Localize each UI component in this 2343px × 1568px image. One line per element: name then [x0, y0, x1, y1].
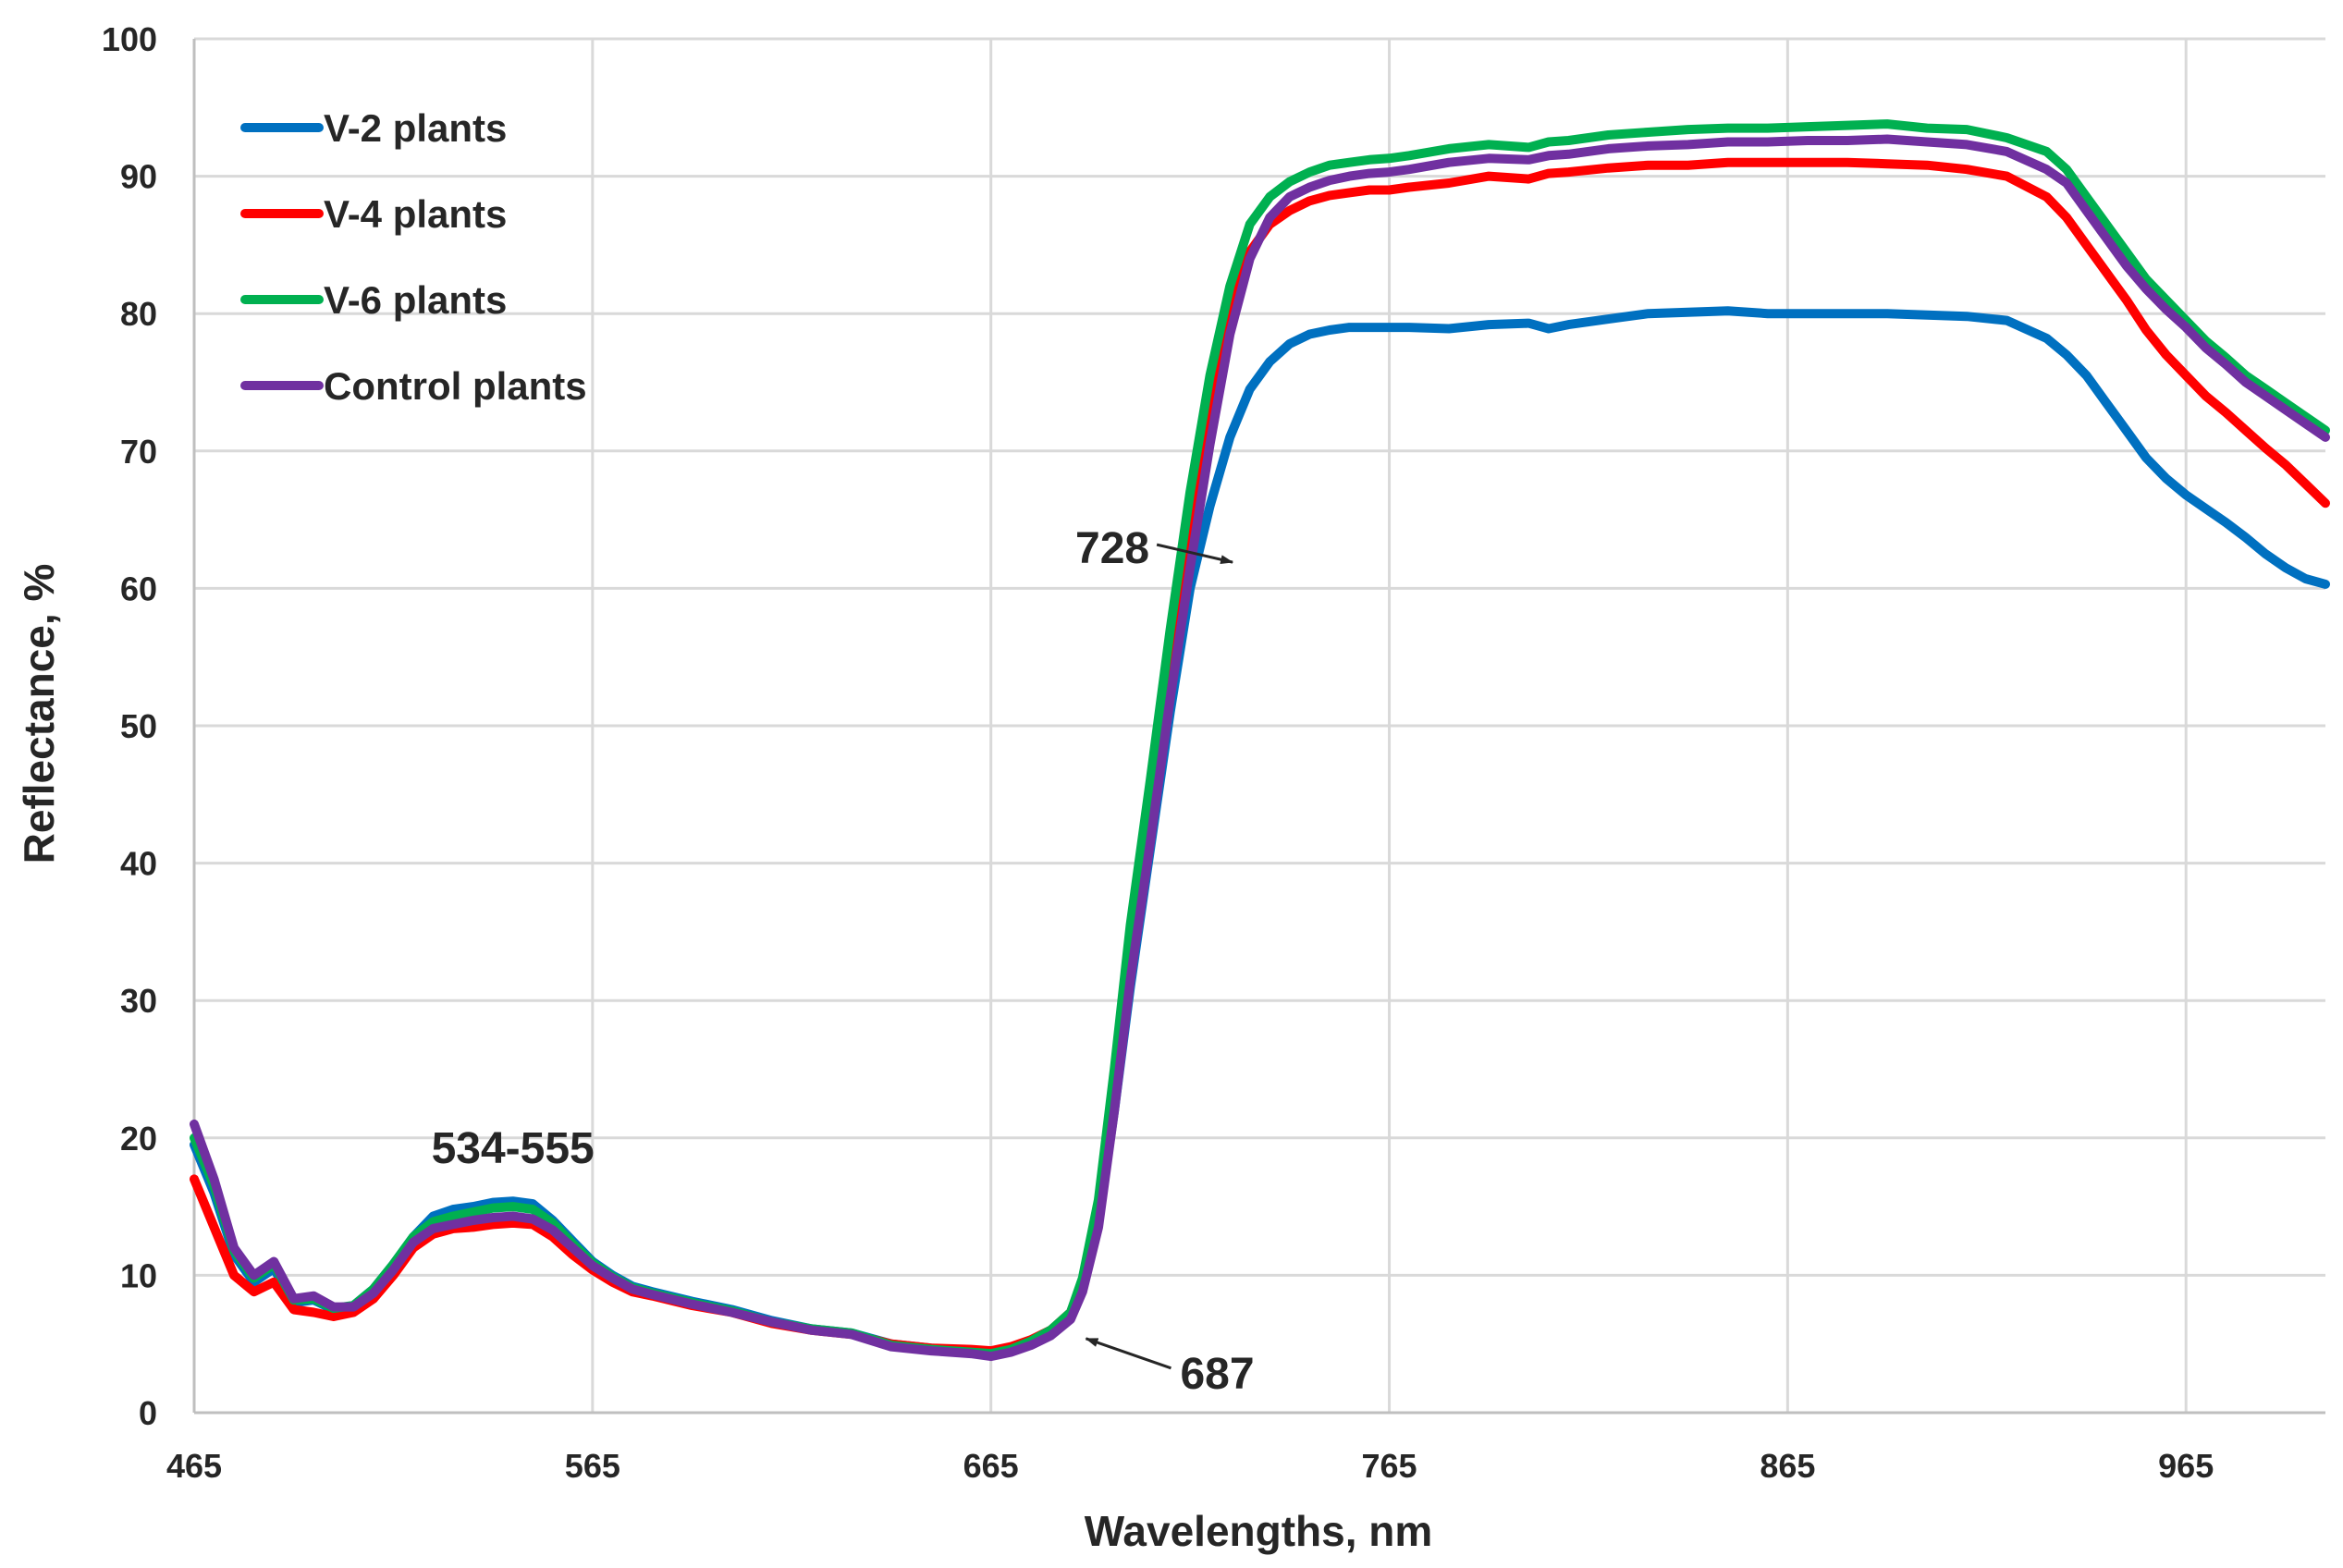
series-line-3	[190, 119, 2330, 1359]
axes: 0 10 20 30 40 50 60 70 80 90 100 465 565 665 765 865 965	[102, 20, 2325, 1485]
x-tick-label: 665	[963, 1447, 1019, 1485]
legend-label-1: V-2 plants	[324, 106, 507, 150]
y-tick-label: 60	[120, 570, 157, 607]
legend: V-2 plants V-4 plants V-6 plants Control pl…	[240, 106, 587, 408]
y-tick-label: 70	[120, 433, 157, 471]
x-tick-label: 865	[1760, 1447, 1815, 1485]
series-line-4	[190, 134, 2330, 1362]
y-tick-label: 100	[102, 20, 157, 58]
x-tick-label: 965	[2158, 1447, 2214, 1485]
annotation-arrow-2	[1156, 543, 1234, 565]
y-tick-label: 80	[120, 295, 157, 333]
y-tick-label: 0	[139, 1394, 157, 1432]
grid	[194, 37, 2325, 1413]
y-tick-label: 20	[120, 1120, 157, 1158]
x-tick-label: 565	[565, 1447, 620, 1485]
y-tick-label: 50	[120, 707, 157, 745]
x-axis-title: Wavelengths, nm	[1085, 1507, 1433, 1555]
legend-label-3: V-6 plants	[324, 278, 507, 322]
x-tick-label: 465	[166, 1447, 222, 1485]
y-tick-label: 30	[120, 982, 157, 1020]
annotation-label-2: 728	[1075, 524, 1149, 573]
y-axis-title: Reflectance, %	[15, 564, 63, 864]
y-tick-label: 40	[120, 845, 157, 883]
legend-label-2: V-4 plants	[324, 192, 507, 236]
annotation-label-3: 687	[1180, 1350, 1254, 1399]
series-line-1	[190, 306, 2330, 1357]
y-tick-label: 10	[120, 1256, 157, 1294]
annotation-label-1: 534-555	[432, 1124, 595, 1173]
legend-label-4: Control plants	[324, 364, 587, 408]
annotations: 534-555 728 687	[432, 524, 1255, 1399]
series-lines	[190, 119, 2330, 1362]
x-tick-label: 765	[1361, 1447, 1417, 1485]
y-tick-label: 90	[120, 158, 157, 196]
annotation-arrow-3	[1085, 1337, 1172, 1370]
